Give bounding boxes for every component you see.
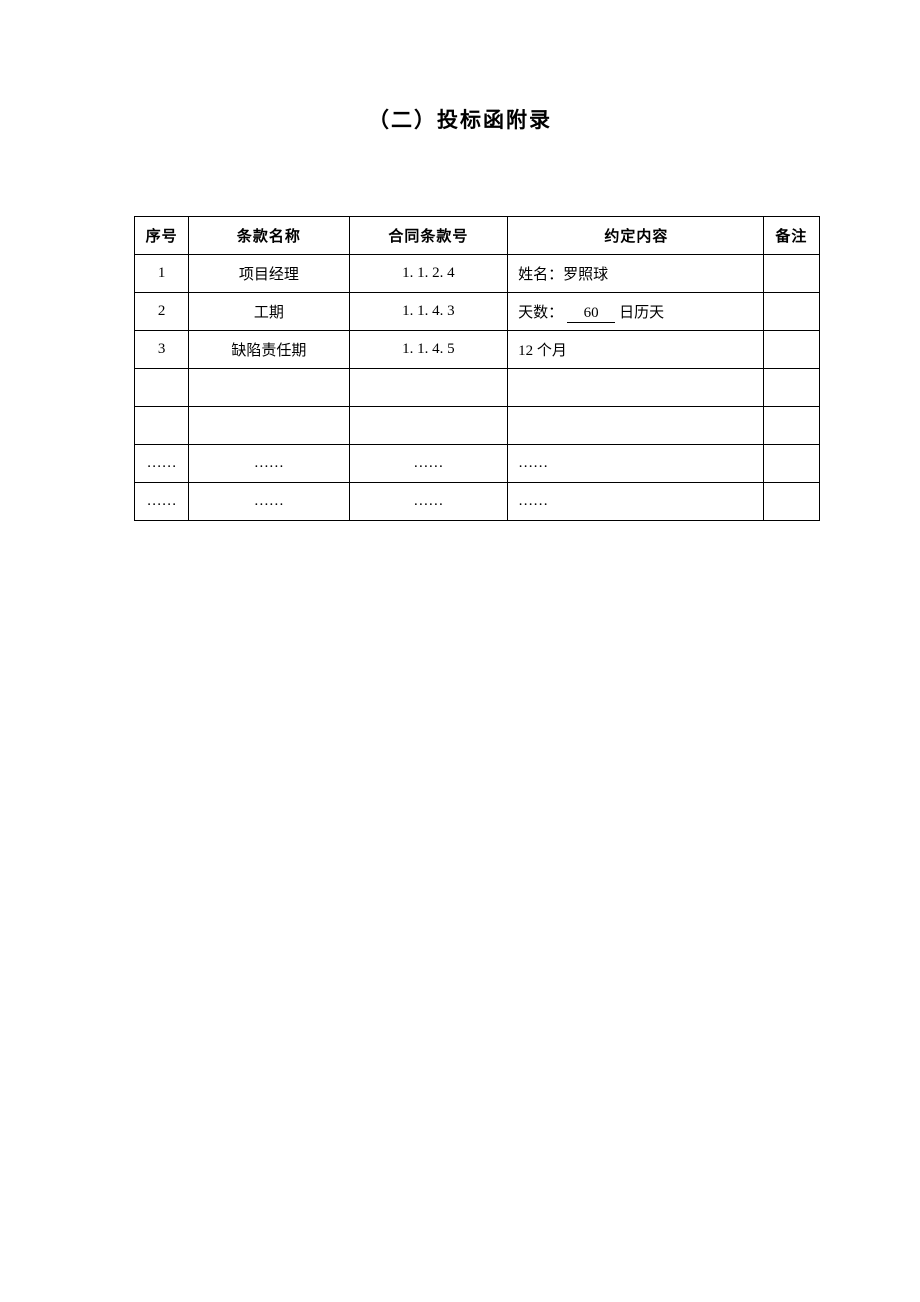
cell-content: …… [508,483,764,521]
table-row [135,369,820,407]
document-title: （二）投标函附录 [0,104,920,134]
cell-seq: 3 [135,331,189,369]
cell-content [508,369,764,407]
cell-clause [349,407,507,445]
cell-seq [135,407,189,445]
header-clause: 合同条款号 [349,217,507,255]
cell-name: …… [189,445,349,483]
content-value: 12 个月 [518,343,567,359]
cell-clause: …… [349,445,507,483]
table-row: …… …… …… …… [135,483,820,521]
cell-remark [763,445,819,483]
cell-clause: …… [349,483,507,521]
cell-seq: 2 [135,293,189,331]
cell-name [189,369,349,407]
cell-remark [763,331,819,369]
cell-content: 姓名：罗照球 [508,255,764,293]
cell-clause [349,369,507,407]
cell-content [508,407,764,445]
cell-remark [763,293,819,331]
table-row [135,407,820,445]
cell-name [189,407,349,445]
cell-name: 缺陷责任期 [189,331,349,369]
bid-appendix-table: 序号 条款名称 合同条款号 约定内容 备注 1 项目经理 1. 1. 2. 4 … [134,216,820,521]
table-header-row: 序号 条款名称 合同条款号 约定内容 备注 [135,217,820,255]
cell-seq [135,369,189,407]
table-container: 序号 条款名称 合同条款号 约定内容 备注 1 项目经理 1. 1. 2. 4 … [134,216,820,521]
header-remark: 备注 [763,217,819,255]
table-row: 3 缺陷责任期 1. 1. 4. 5 12 个月 [135,331,820,369]
cell-remark [763,255,819,293]
cell-clause: 1. 1. 4. 3 [349,293,507,331]
content-value-underlined: 60 [567,305,615,323]
cell-seq: …… [135,483,189,521]
cell-seq: 1 [135,255,189,293]
content-suffix: 日历天 [619,305,664,321]
content-prefix: 姓名： [518,267,563,283]
table-row: …… …… …… …… [135,445,820,483]
cell-remark [763,407,819,445]
content-value: 罗照球 [563,267,608,283]
table-row: 2 工期 1. 1. 4. 3 天数：60日历天 [135,293,820,331]
table-body: 1 项目经理 1. 1. 2. 4 姓名：罗照球 2 工期 1. 1. 4. 3… [135,255,820,521]
cell-content: 12 个月 [508,331,764,369]
header-content: 约定内容 [508,217,764,255]
table-row: 1 项目经理 1. 1. 2. 4 姓名：罗照球 [135,255,820,293]
cell-name: …… [189,483,349,521]
cell-remark [763,369,819,407]
cell-clause: 1. 1. 2. 4 [349,255,507,293]
header-name: 条款名称 [189,217,349,255]
cell-name: 工期 [189,293,349,331]
content-prefix: 天数： [518,305,563,321]
cell-remark [763,483,819,521]
cell-clause: 1. 1. 4. 5 [349,331,507,369]
cell-content: 天数：60日历天 [508,293,764,331]
cell-seq: …… [135,445,189,483]
cell-name: 项目经理 [189,255,349,293]
cell-content: …… [508,445,764,483]
header-seq: 序号 [135,217,189,255]
